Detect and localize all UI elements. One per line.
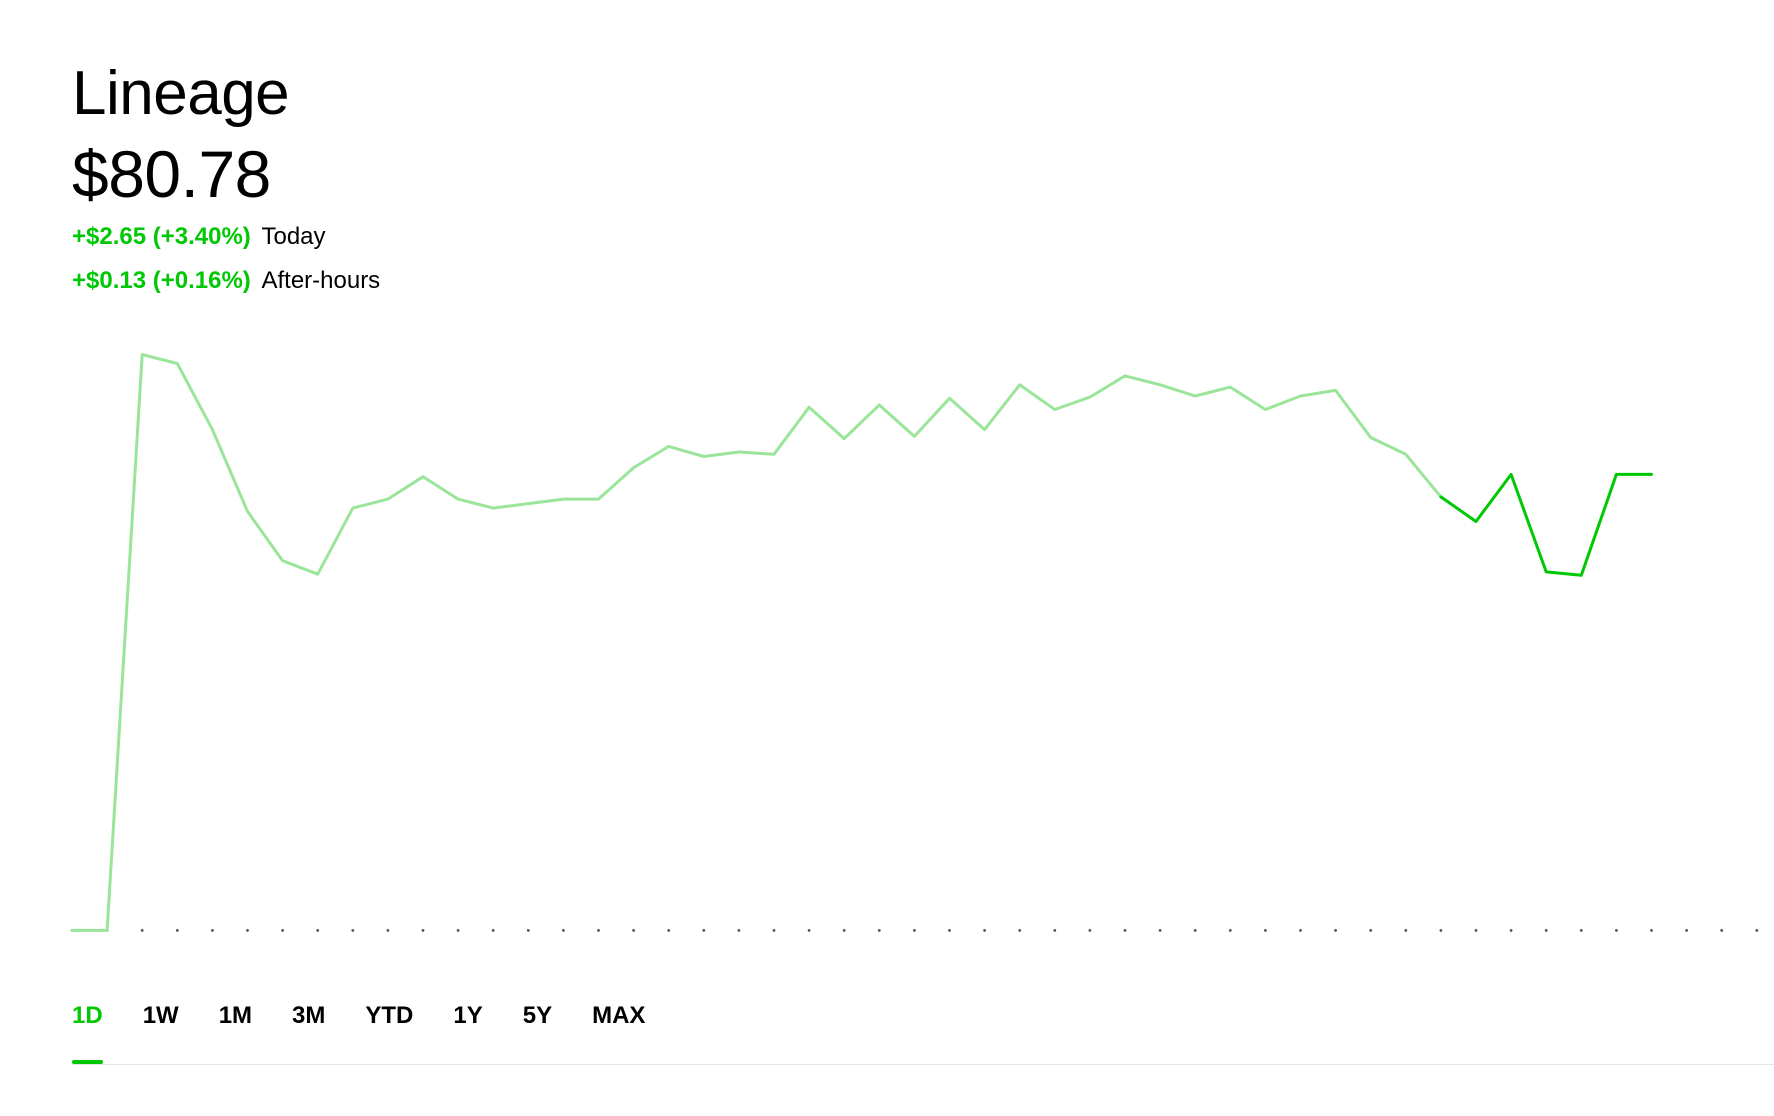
baseline-dot [913, 929, 916, 932]
afterhours-change-row: +$0.13 (+0.16%) After-hours [72, 266, 380, 296]
baseline-dot [1088, 929, 1092, 932]
baseline-dot [1509, 929, 1513, 932]
tab-1y[interactable]: 1Y [453, 1002, 483, 1029]
baseline-dot [1334, 929, 1337, 932]
baseline-dot [1755, 929, 1759, 932]
baseline-dot [1650, 929, 1653, 932]
baseline-dot [948, 929, 951, 932]
tab-ytd[interactable]: YTD [365, 1002, 414, 1029]
baseline-dot [1299, 929, 1302, 932]
baseline-dot [807, 929, 811, 932]
baseline-dot [1474, 929, 1478, 932]
baseline-dot [737, 929, 741, 932]
baseline-dot [316, 929, 320, 932]
stock-name: Lineage [72, 59, 290, 128]
baseline-dot [1615, 929, 1618, 932]
baseline-dot [772, 929, 776, 932]
price-chart[interactable] [0, 300, 1774, 980]
baseline-dot [1369, 929, 1373, 932]
stock-price: $80.78 [72, 137, 271, 211]
baseline-dot [281, 929, 284, 932]
afterhours-change-value: +$0.13 (+0.16%) [72, 267, 251, 294]
tab-1m[interactable]: 1M [218, 1002, 253, 1029]
baseline-dot [562, 929, 565, 932]
baseline-dot [983, 929, 986, 932]
baseline-dot [877, 929, 881, 932]
baseline-dot [1228, 929, 1232, 932]
baseline-dot [140, 929, 144, 932]
tab-1d[interactable]: 1D [72, 996, 103, 1064]
range-tabs: 1D 1W 1M 3M YTD 1Y 5Y MAX [72, 996, 685, 1064]
baseline-dot [1544, 929, 1548, 932]
baseline-dot [1158, 929, 1162, 932]
baseline-dot [1579, 929, 1583, 932]
baseline-dot [175, 929, 179, 932]
baseline-dot [632, 929, 635, 932]
baseline-dot [1193, 929, 1197, 932]
stock-header: Lineage $80.78 +$2.65 (+3.40%) Today +$0… [72, 58, 380, 296]
price-chart-svg[interactable] [0, 300, 1774, 980]
baseline-dot [1720, 929, 1724, 932]
baseline-dot [597, 929, 600, 932]
today-change-value: +$2.65 (+3.40%) [72, 223, 251, 250]
baseline-dot [1123, 929, 1127, 932]
tabs-divider [72, 1064, 1774, 1065]
baseline-dot [842, 929, 846, 932]
baseline-dot [1264, 929, 1267, 932]
tab-3m[interactable]: 3M [292, 1002, 326, 1029]
series-line-afterhours [1439, 472, 1653, 577]
baseline-dot [1053, 929, 1057, 932]
baseline-dot [246, 929, 249, 932]
baseline-dot [456, 929, 460, 932]
tab-5y[interactable]: 5Y [522, 1002, 553, 1029]
tab-1w[interactable]: 1W [142, 1002, 179, 1029]
baseline-dot [386, 929, 390, 932]
today-change-label: Today [261, 223, 326, 250]
baseline-dot [211, 929, 214, 932]
today-change-row: +$2.65 (+3.40%) Today [72, 222, 380, 252]
afterhours-change-label: After-hours [261, 267, 381, 294]
baseline-dot [491, 929, 495, 932]
baseline-dot [1018, 929, 1022, 932]
baseline-dot [351, 929, 355, 932]
baseline-dot [421, 929, 425, 932]
baseline-dot [667, 929, 671, 932]
baseline-dot [1404, 929, 1408, 932]
baseline-dot [1439, 929, 1443, 932]
tab-max[interactable]: MAX [592, 1002, 646, 1029]
baseline-dot [526, 929, 530, 932]
series-line-regular [70, 353, 1443, 932]
baseline-dot [1685, 929, 1688, 932]
baseline-dot [702, 929, 706, 932]
